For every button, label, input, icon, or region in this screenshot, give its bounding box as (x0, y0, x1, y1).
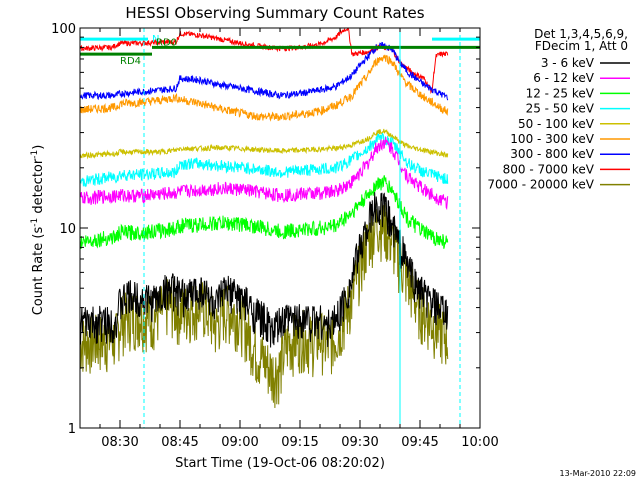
legend-label: 100 - 300 keV (510, 132, 594, 146)
legend-label: 50 - 100 keV (518, 117, 595, 131)
y-tick-label: 10 (59, 222, 76, 237)
series-line-100-300-kev (80, 54, 449, 122)
series-line-12-25-kev (80, 175, 449, 250)
legend-label: 800 - 7000 keV (503, 162, 595, 176)
y-tick-label: 100 (51, 22, 76, 37)
x-tick-label: 10:00 (461, 435, 498, 450)
series-line-3-6-kev (80, 192, 449, 348)
legend: Det 1,3,4,5,6,9, FDecim 1, Att 0 3 - 6 k… (487, 27, 630, 192)
state-label-rd4: RD4 (120, 56, 141, 67)
x-tick-label: 08:45 (161, 435, 198, 450)
legend-label: 7000 - 20000 keV (487, 178, 594, 192)
series-line-6-12-kev (80, 136, 449, 211)
series-line-300-800-kev (80, 41, 449, 101)
legend-header-line-2: FDecim 1, Att 0 (535, 39, 628, 53)
legend-label: 300 - 800 keV (510, 147, 594, 161)
legend-label: 3 - 6 keV (541, 56, 595, 70)
state-label-n: N (152, 34, 159, 45)
legend-label: 25 - 50 keV (526, 102, 595, 116)
legend-header-line-1: Det 1,3,4,5,6,9, (534, 27, 628, 41)
x-axis-label: Start Time (19-Oct-06 08:20:02) (175, 456, 385, 471)
x-tick-label: 09:00 (221, 435, 258, 450)
series-line-7000-20000-kev (80, 201, 449, 409)
legend-label: 6 - 12 keV (533, 71, 595, 85)
y-tick-label: 1 (68, 422, 76, 437)
x-tick-label: 08:30 (101, 435, 138, 450)
series-layer (80, 28, 480, 409)
legend-label: 12 - 25 keV (526, 86, 595, 100)
x-tick-label: 09:30 (341, 435, 378, 450)
y-axis-label: Count Rate (s-1 detector-1) (30, 145, 46, 316)
series-line-25-50-kev (80, 132, 449, 188)
series-line-50-100-kev (80, 128, 449, 160)
state-label-rd0: RD0 (156, 37, 177, 48)
timestamp: 13-Mar-2010 22:09 (560, 469, 637, 478)
y-axis-label-group: Count Rate (s-1 detector-1) (30, 145, 46, 316)
x-tick-label: 09:15 (281, 435, 318, 450)
x-tick-label: 09:45 (401, 435, 438, 450)
chart-title: HESSI Observing Summary Count Rates (125, 4, 424, 22)
